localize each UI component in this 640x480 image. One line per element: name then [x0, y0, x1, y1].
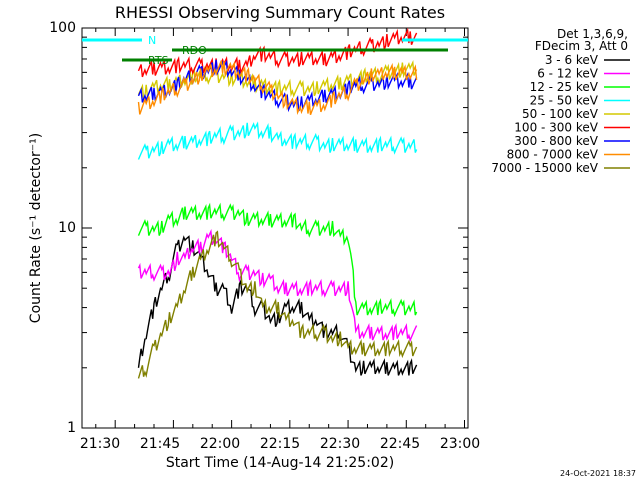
- legend-label: 7000 - 15000 keV: [491, 161, 598, 175]
- footer-date: 24-Oct-2021 18:37: [560, 469, 636, 478]
- legend-label: 12 - 25 keV: [530, 80, 599, 94]
- legend-label: 6 - 12 keV: [537, 67, 599, 81]
- x-tick-labels: 21:30 21:45 22:00 22:15 22:30 22:45 23:0…: [80, 436, 480, 452]
- x-axis-label: Start Time (14-Aug-14 21:25:02): [166, 455, 394, 471]
- x-tick-label: 22:00: [200, 436, 240, 452]
- x-tick-label: 21:30: [80, 436, 120, 452]
- series-line: [137, 230, 418, 379]
- x-tick-label: 22:15: [260, 436, 300, 452]
- legend-header: Det 1,3,6,9,: [557, 27, 628, 41]
- flag-label-n: N: [148, 34, 156, 47]
- legend-label: 50 - 100 keV: [522, 107, 599, 121]
- y-axis-label: Count Rate (s⁻¹ detector⁻¹): [28, 133, 44, 323]
- series-line: [137, 60, 418, 116]
- series-line: [137, 228, 418, 343]
- x-tick-label: 21:45: [140, 436, 180, 452]
- y-tick-labels: 1 10 100: [49, 20, 76, 436]
- flags-layer: N RDO RTS: [82, 34, 468, 67]
- legend-label: 25 - 50 keV: [530, 94, 599, 108]
- legend-label: 100 - 300 keV: [514, 121, 598, 135]
- legend-label: 3 - 6 keV: [545, 53, 599, 67]
- series-line: [137, 27, 418, 78]
- series-line: [137, 235, 418, 376]
- legend-label: 300 - 800 keV: [514, 134, 598, 148]
- legend-header: FDecim 3, Att 0: [535, 39, 628, 53]
- flag-label-rdo: RDO: [182, 44, 207, 57]
- legend: Det 1,3,6,9, FDecim 3, Att 0 3 - 6 keV6 …: [491, 27, 630, 175]
- legend-label: 800 - 7000 keV: [507, 148, 599, 162]
- series-line: [137, 121, 418, 160]
- axis-ticks: [82, 27, 468, 429]
- flag-label-rts: RTS: [148, 54, 169, 67]
- y-tick-label: 100: [49, 20, 76, 36]
- series-line: [137, 202, 418, 318]
- y-tick-label: 1: [67, 420, 76, 436]
- x-tick-label: 22:30: [320, 436, 360, 452]
- series-layer: [137, 27, 418, 379]
- x-tick-label: 22:45: [380, 436, 420, 452]
- x-tick-label: 23:00: [440, 436, 480, 452]
- chart-title: RHESSI Observing Summary Count Rates: [115, 3, 445, 22]
- y-tick-label: 10: [58, 220, 76, 236]
